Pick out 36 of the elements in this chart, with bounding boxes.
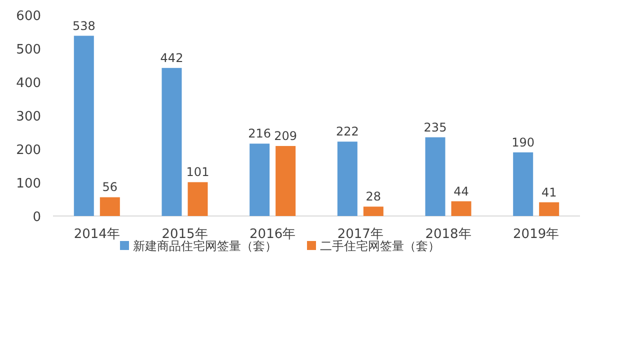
data-label: 442 [160,50,184,65]
bar [250,144,270,216]
bar [425,137,446,216]
data-label: 41 [541,185,557,200]
data-label: 235 [424,120,447,134]
x-tick-label: 2019年 [513,227,560,242]
bar [337,142,358,216]
data-label: 101 [186,165,210,180]
bar [451,201,472,216]
data-label: 190 [512,135,535,150]
data-label: 538 [72,18,96,33]
x-tick-label: 2018年 [425,227,472,242]
x-tick-label: 2014年 [74,227,120,242]
data-label: 216 [248,126,272,141]
y-tick-label: 100 [16,176,41,192]
data-label: 56 [102,180,118,194]
bar [363,206,384,216]
bar [162,68,182,216]
data-label: 44 [454,184,469,198]
legend-label: 二手住宅网签量（套） [320,239,440,253]
bar [539,202,560,216]
bar [276,146,296,216]
data-label: 28 [366,190,382,204]
bar [100,197,120,216]
y-tick-label: 400 [16,76,41,91]
bar [74,36,94,216]
y-tick-label: 600 [16,9,41,24]
y-tick-label: 300 [16,110,41,124]
y-tick-label: 200 [16,143,41,158]
y-tick-label: 500 [16,42,41,58]
data-label: 209 [274,128,298,143]
bar [188,182,208,216]
data-label: 222 [336,124,359,139]
bar [513,152,534,216]
legend-label: 新建商品住宅网签量（套） [133,239,277,253]
y-tick-label: 0 [32,210,41,225]
